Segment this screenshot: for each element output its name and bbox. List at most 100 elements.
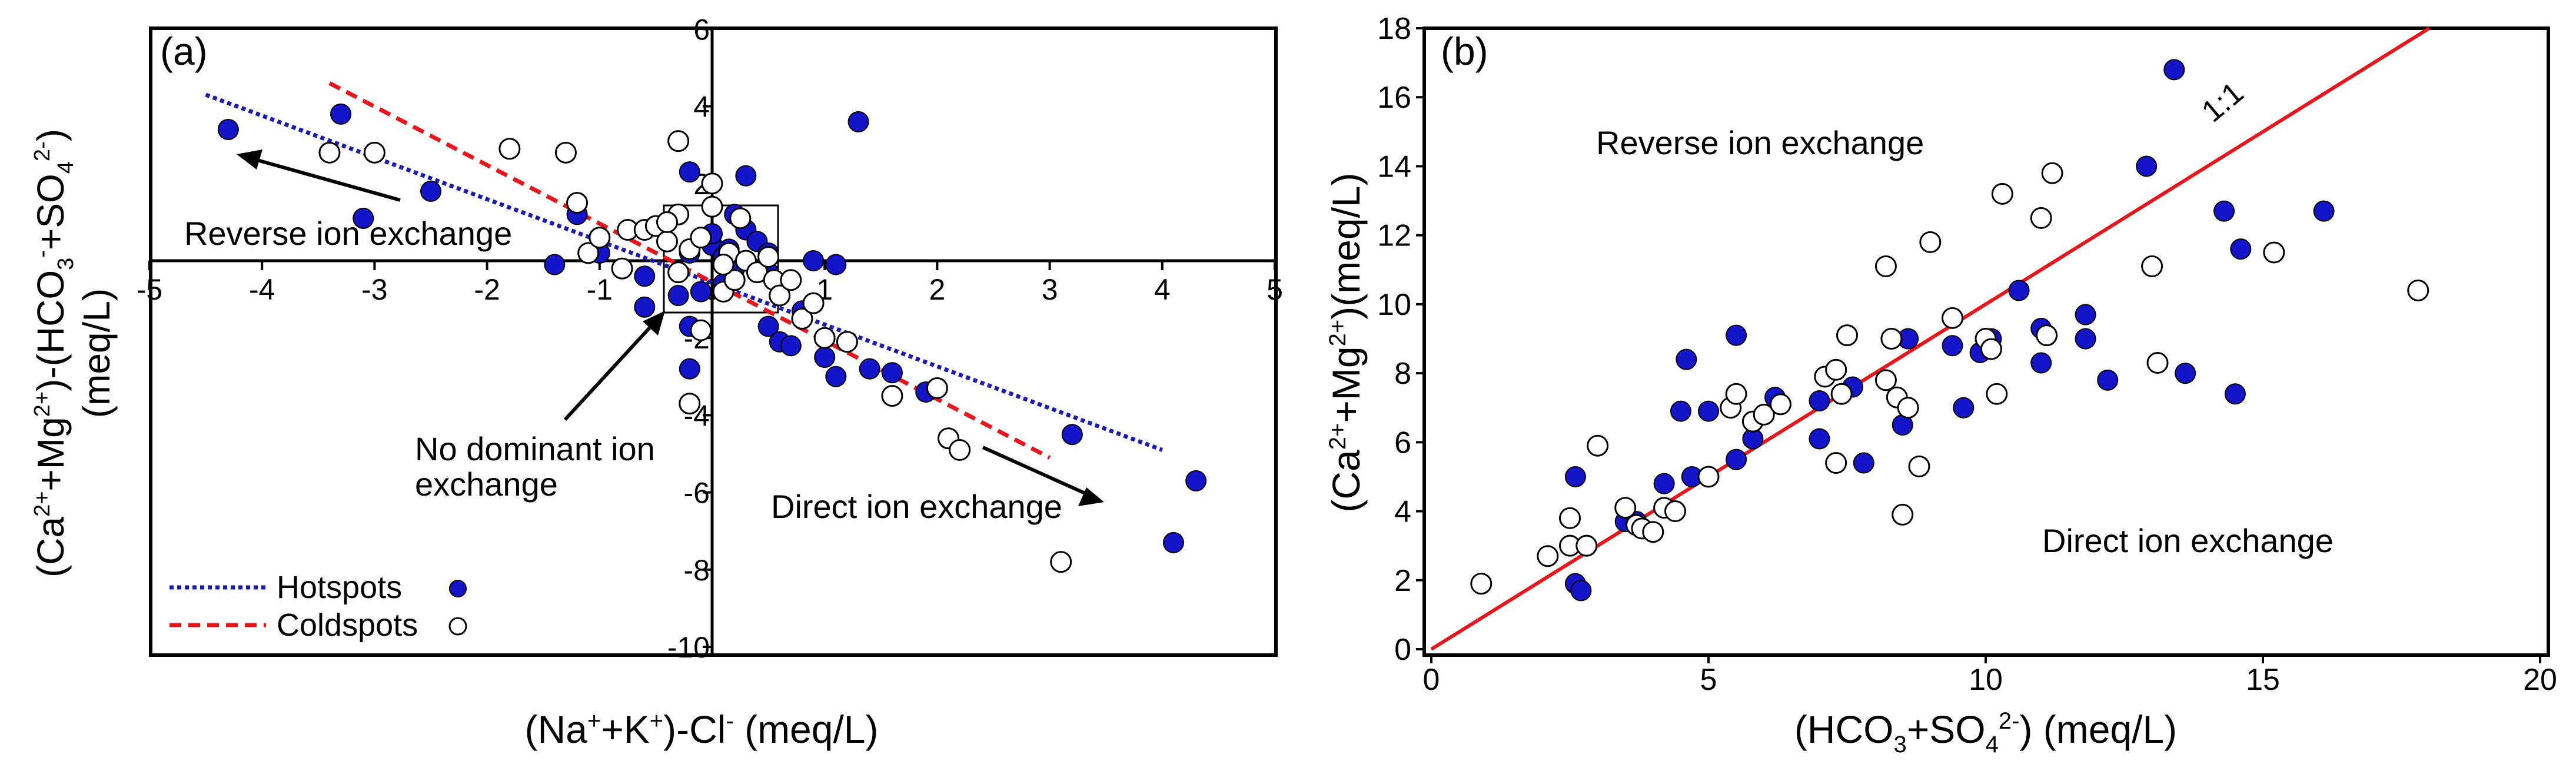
point-coldspots [667,261,690,284]
point-coldspots [836,331,858,353]
point-hotspots [1162,531,1184,553]
point-coldspots [1587,434,1609,457]
panel-b-y-title: (Ca2++Mg2+)(meq/L) [1324,172,1368,512]
panel-a-xtick-label: -3 [361,273,387,306]
point-hotspots [1570,580,1592,602]
point-coldspots [2036,324,2058,347]
arrow-direct-a [982,446,1089,496]
point-hotspots [667,285,689,307]
point-hotspots [1564,466,1586,487]
point-coldspots [1836,324,1858,347]
point-hotspots [1676,348,1697,370]
point-hotspots [1853,452,1874,474]
panel-a-ytick-label: -6 [684,477,710,510]
point-coldspots [802,292,825,314]
panel-a-label: (a) [160,29,208,73]
point-hotspots [2175,363,2196,384]
point-coldspots [769,284,791,307]
panel-b-ticks: 0 5 10 15 20 0 2 4 6 8 10 12 14 16 18 [1377,12,2557,697]
panel-b-ytick-label: 0 [1394,633,1411,667]
panel-a-xtick-label: 3 [1042,273,1058,306]
panel-b-ytick-label: 8 [1394,357,1411,391]
arrow-no-dominant [563,321,656,421]
panel-b-x-title: (HCO3+SO42-) (meq/L) [1794,707,2177,758]
point-hotspots [2313,200,2335,222]
point-coldspots [690,319,712,341]
point-coldspots [363,141,385,164]
point-coldspots [690,227,712,249]
point-coldspots [881,385,903,407]
point-coldspots [1697,466,1720,488]
point-coldspots [1830,383,1853,405]
point-hotspots [2230,238,2252,260]
annotation-reverse-a: Reverse ion exchange [184,215,512,252]
point-coldspots [1769,393,1791,416]
point-coldspots [1908,455,1930,477]
point-hotspots [634,296,656,318]
point-hotspots [881,362,903,384]
panel-b-ytick-label: 2 [1394,564,1411,598]
point-hotspots [353,207,374,229]
point-hotspots [757,315,779,337]
panel-a-xtick-label: 4 [1154,273,1171,306]
panel-b-points [1470,59,2429,602]
panel-a-xtick-label: 5 [1267,273,1283,306]
point-coldspots [813,327,836,349]
point-coldspots [701,172,723,195]
point-coldspots [1892,503,1914,526]
point-coldspots [667,130,690,152]
point-coldspots [2041,162,2063,184]
point-coldspots [1941,307,1963,329]
point-hotspots [1809,428,1830,450]
point-hotspots [1670,400,1691,422]
trendline-coldspots [328,81,1051,460]
point-hotspots [217,118,239,140]
point-hotspots [2075,328,2096,350]
point-coldspots [656,230,679,253]
one-to-one-line [1430,26,2431,651]
point-coldspots [1642,521,1664,543]
panel-b-ytick-label: 18 [1377,12,1411,46]
panel-b-reference-line [1430,26,2431,651]
point-coldspots [1753,403,1775,426]
point-coldspots [2141,255,2163,277]
point-hotspots [1061,424,1083,446]
point-hotspots [330,103,352,125]
point-hotspots [544,254,566,275]
arrow-reverse-a [252,157,401,202]
point-coldspots [1980,338,2002,360]
point-coldspots [1614,497,1637,519]
point-coldspots [757,245,780,268]
point-hotspots [1698,400,1719,422]
annotation-reverse-b: Reverse ion exchange [1596,124,1924,161]
legend-hotspots-marker [449,580,467,597]
legend-hotspots-label: Hotspots [277,570,402,605]
panel-a-xtick-label: -2 [474,273,500,306]
point-coldspots [1664,500,1686,523]
point-hotspots [2224,383,2246,405]
point-hotspots [1185,470,1207,491]
point-coldspots [1991,182,2013,205]
point-coldspots [2263,241,2285,264]
point-coldspots [679,393,701,415]
panel-b-ytick-label: 16 [1377,81,1411,115]
point-hotspots [1953,397,1975,418]
point-hotspots [2097,369,2119,391]
point-coldspots [1897,397,1919,419]
svg-text:(Ca2++Mg2+)-(HCO3-+SO42-): (Ca2++Mg2+)-(HCO3-+SO42-) [29,129,78,577]
point-hotspots [2213,200,2235,222]
legend-coldspots-marker [448,617,467,636]
point-hotspots [679,358,700,380]
panel-b-ytick-label: 10 [1377,288,1411,322]
point-hotspots [679,161,700,183]
panel-a-ytick-label: 4 [693,91,710,124]
point-coldspots [791,307,813,330]
point-coldspots [1725,383,1747,405]
point-coldspots [554,141,577,164]
point-coldspots [656,211,679,233]
point-hotspots [420,180,441,202]
panel-a-ytick-label: -8 [684,554,710,587]
point-hotspots [825,254,847,275]
